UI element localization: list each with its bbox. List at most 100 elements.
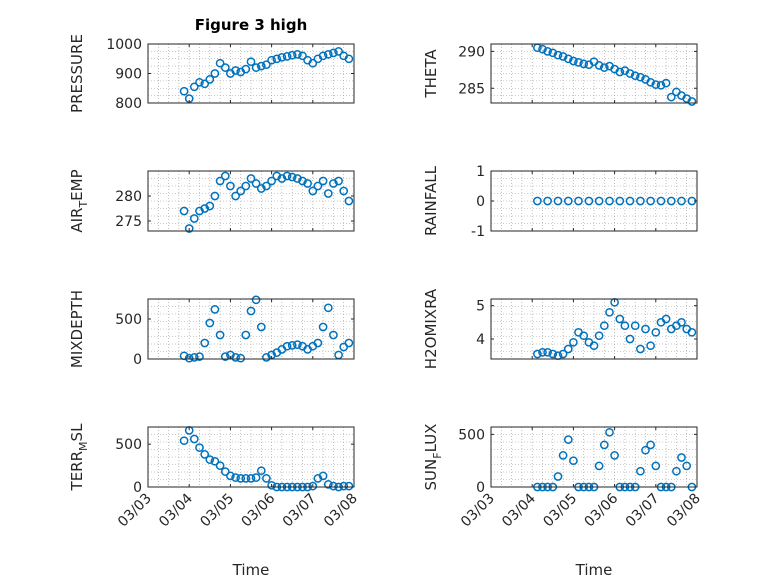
data-point	[246, 474, 256, 483]
data-point	[646, 341, 655, 351]
data-point	[200, 204, 210, 213]
data-point	[277, 174, 287, 183]
x-tick-label: 03/05	[197, 491, 237, 531]
subplot-h2omixra: 4 5 H2OMIXRA	[422, 288, 698, 369]
axes-frame	[147, 170, 355, 232]
data-point	[287, 50, 297, 60]
data-point	[339, 481, 349, 491]
data-point	[251, 473, 261, 482]
data-point	[538, 44, 547, 54]
data-point	[220, 467, 230, 476]
data-point	[323, 480, 333, 489]
data-point	[205, 455, 215, 464]
data-point	[215, 58, 225, 68]
y-tick-label: 900	[115, 67, 142, 83]
data-point	[298, 176, 307, 186]
data-point	[553, 196, 563, 206]
data-point	[594, 461, 604, 471]
data-point	[641, 445, 650, 455]
x-tick-label: 03/06	[239, 490, 279, 530]
data-point	[195, 443, 204, 452]
data-point	[231, 473, 240, 482]
data-point	[241, 181, 251, 191]
data-point	[553, 472, 563, 481]
subplot-pressure: 800 900 1000 PRESSURE	[68, 34, 355, 113]
data-point	[569, 56, 578, 66]
data-point	[205, 75, 215, 84]
data-point	[620, 321, 630, 331]
data-point	[672, 466, 681, 476]
data-point	[344, 54, 354, 64]
data-point	[256, 322, 266, 332]
data-point	[558, 349, 568, 359]
data-point	[313, 474, 323, 483]
data-point	[605, 196, 614, 206]
axes-frame	[490, 298, 698, 360]
data-point	[282, 341, 292, 351]
data-point	[563, 54, 573, 64]
data-point	[313, 181, 323, 191]
data-point	[236, 474, 246, 483]
data-point	[241, 64, 251, 74]
data-point	[236, 353, 246, 363]
data-point	[241, 474, 251, 483]
y-tick-label: 0	[476, 480, 485, 496]
data-point	[636, 344, 645, 354]
data-point	[329, 179, 338, 188]
data-point	[636, 196, 645, 206]
x-tick-label: 03/07	[623, 491, 663, 531]
data-point	[231, 191, 240, 201]
data-point	[318, 471, 328, 481]
y-axis-label: SUNFLUX	[422, 424, 444, 491]
data-point	[215, 176, 225, 186]
data-point	[594, 331, 604, 341]
y-tick-label: 800	[115, 96, 142, 112]
data-point	[256, 184, 266, 193]
data-point	[195, 352, 204, 361]
data-point	[210, 69, 220, 78]
data-point	[666, 196, 676, 206]
data-point	[563, 344, 573, 354]
y-tick-label: 1	[476, 164, 485, 180]
data-point	[262, 474, 271, 483]
data-point	[615, 196, 625, 206]
data-point	[262, 353, 271, 362]
data-point	[594, 196, 604, 206]
x-tick-label: 03/03	[458, 491, 498, 531]
data-point	[661, 314, 671, 324]
data-point	[313, 338, 323, 348]
data-point	[251, 179, 261, 188]
data-point	[179, 86, 189, 96]
y-tick-label: 5	[476, 299, 485, 315]
data-point	[677, 453, 686, 462]
data-point	[272, 171, 282, 181]
data-point	[215, 330, 225, 340]
data-point	[210, 456, 220, 466]
data-point	[533, 196, 542, 206]
axes-frame	[147, 298, 355, 360]
data-point	[318, 322, 328, 332]
data-point	[226, 471, 235, 481]
subplot-air-temp: 275 280 AIRTEMP	[68, 169, 355, 233]
data-point	[661, 78, 671, 88]
data-point	[226, 181, 235, 191]
data-point	[625, 196, 635, 206]
subplot-rainfall: -1 0 1 RAINFALL	[422, 164, 698, 240]
data-point	[630, 71, 640, 81]
data-point	[210, 305, 220, 314]
data-point	[599, 440, 609, 450]
data-point	[210, 191, 220, 201]
data-point	[179, 206, 189, 216]
data-point	[687, 97, 697, 106]
data-point	[205, 318, 215, 328]
data-point	[599, 321, 609, 331]
data-point	[574, 58, 583, 67]
y-axis-label: MIXDEPTH	[68, 290, 86, 368]
data-point	[184, 353, 194, 363]
data-point	[298, 51, 307, 61]
y-axis-label: TERRMSL	[68, 423, 90, 492]
data-point	[651, 327, 661, 337]
data-point	[339, 186, 349, 196]
data-point	[329, 48, 338, 58]
data-point	[334, 176, 343, 186]
